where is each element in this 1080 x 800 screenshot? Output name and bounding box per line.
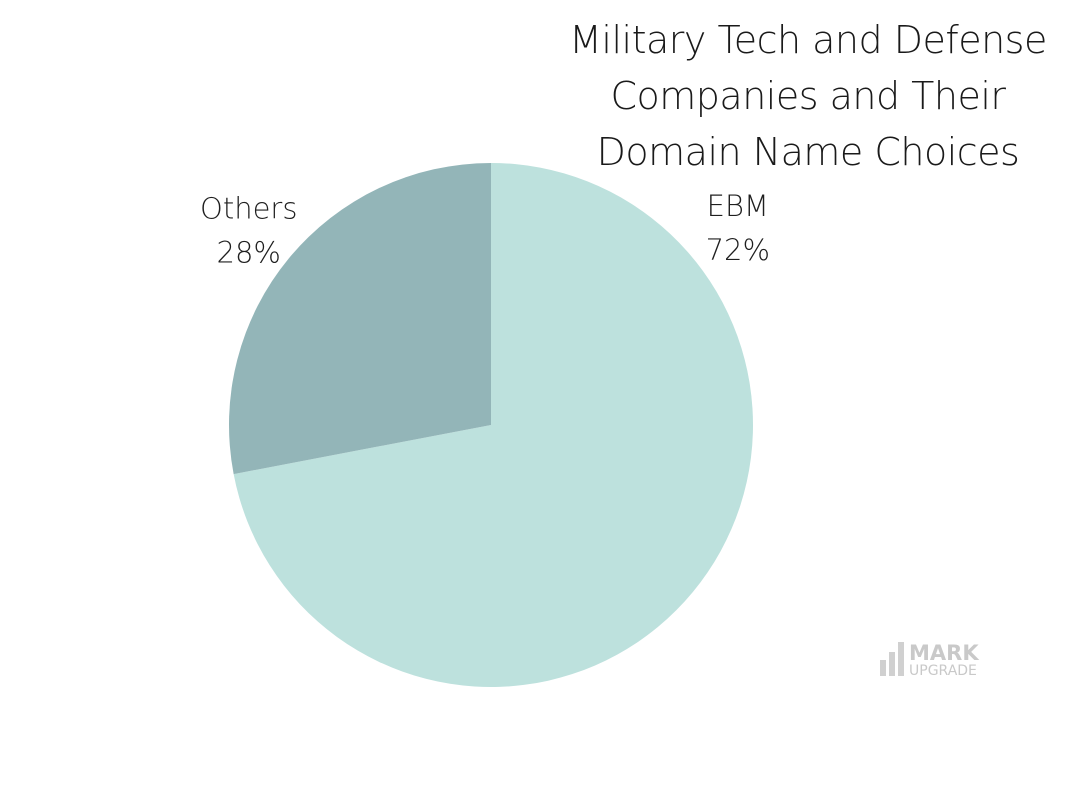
pie-labels: EBM 72% Others 28% xyxy=(200,189,770,270)
chart-title-line-2: Companies and Their xyxy=(610,74,1006,118)
chart-title: Military Tech and Defense Companies and … xyxy=(558,12,1058,180)
chart-title-line-3: Domain Name Choices xyxy=(596,130,1020,174)
logo-bar-3 xyxy=(898,642,904,676)
logo-text-mark: MARK xyxy=(909,641,979,665)
chart-title-line-1: Military Tech and Defense xyxy=(569,18,1047,62)
markupgrade-logo: MARK UPGRADE xyxy=(880,641,979,679)
pie-slice-ebm xyxy=(233,163,754,687)
logo-bar-2 xyxy=(889,652,895,676)
pie-slices xyxy=(229,163,754,687)
pie-slice-others xyxy=(229,163,491,475)
slice-label-others: Others xyxy=(200,192,297,226)
logo-bar-1 xyxy=(880,660,886,676)
slice-percent-ebm: 72% xyxy=(706,233,770,267)
logo-text-upgrade: UPGRADE xyxy=(909,663,977,679)
slice-percent-others: 28% xyxy=(217,236,281,270)
slice-label-ebm: EBM xyxy=(707,189,769,223)
